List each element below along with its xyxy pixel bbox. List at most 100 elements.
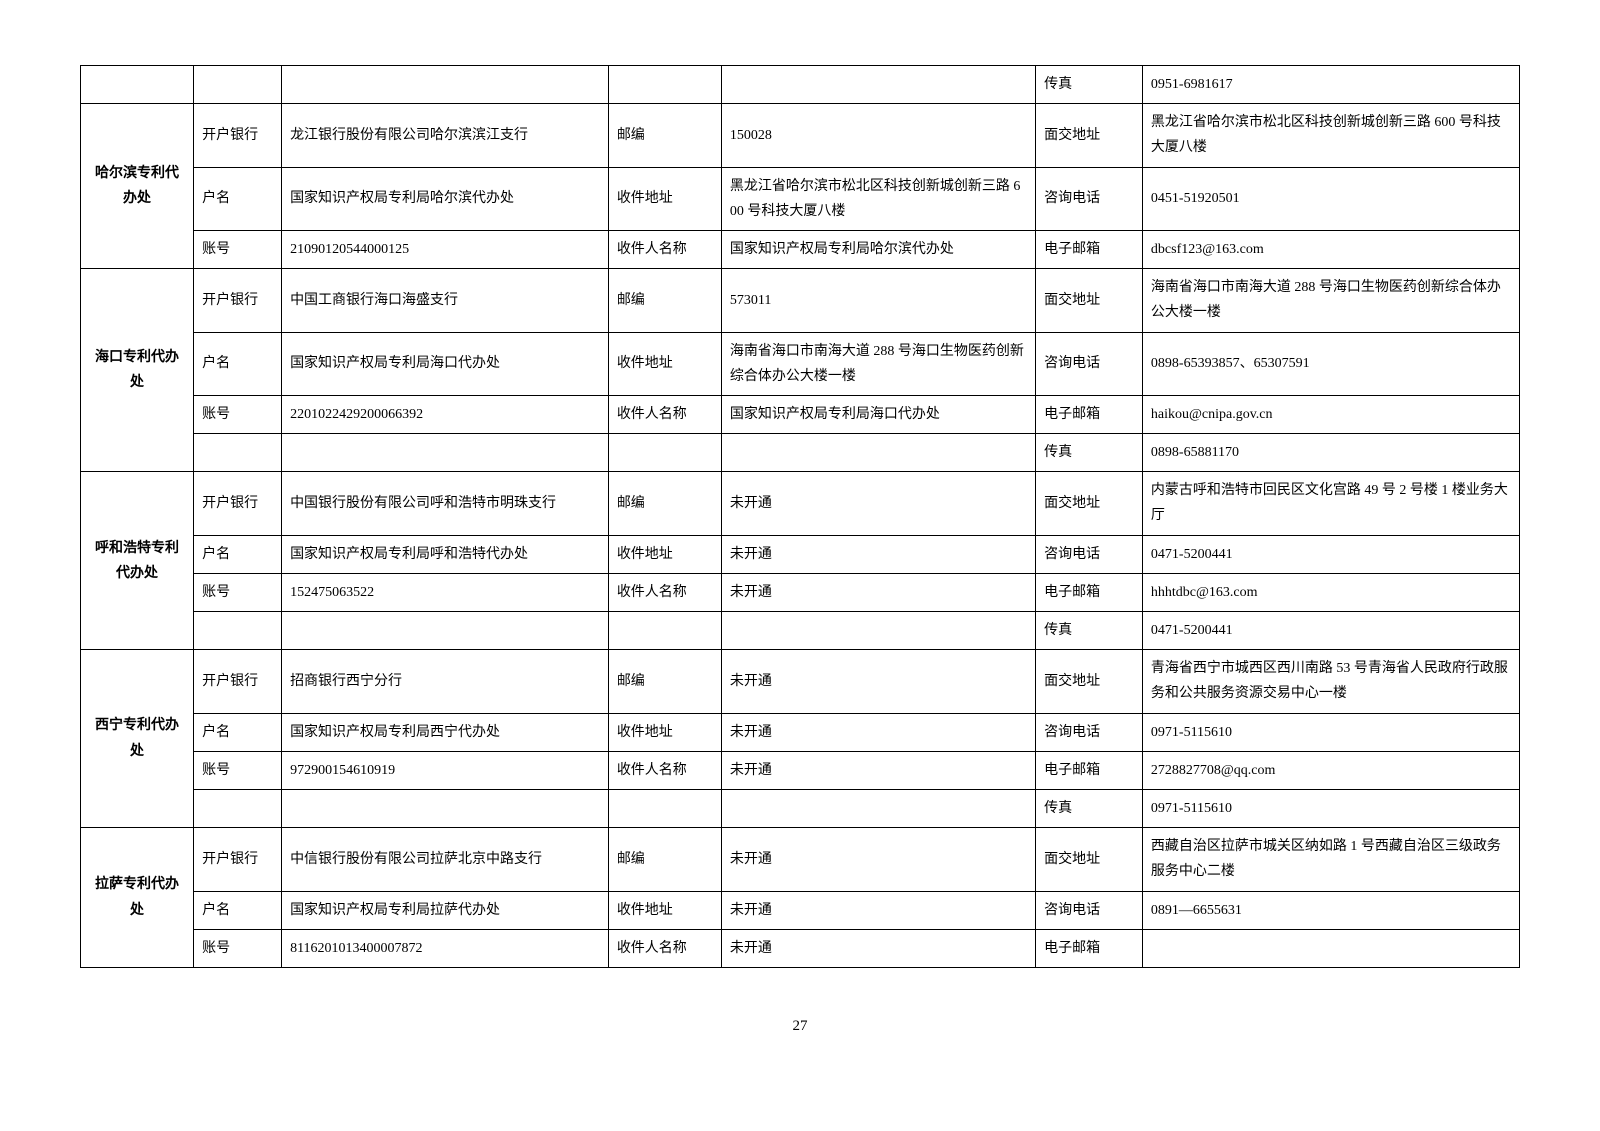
email-value: haikou@cnipa.gov.cn (1142, 395, 1519, 433)
postcode-value: 未开通 (721, 828, 1035, 891)
email-label: 电子邮箱 (1036, 751, 1143, 789)
acct-name-value: 国家知识产权局专利局海口代办处 (282, 332, 609, 395)
table-row: 拉萨专利代办处 开户银行 中信银行股份有限公司拉萨北京中路支行 邮编 未开通 面… (81, 828, 1520, 891)
empty-cell (721, 789, 1035, 827)
phone-label: 咨询电话 (1036, 891, 1143, 929)
phone-value: 0891—6655631 (1142, 891, 1519, 929)
empty-cell (721, 612, 1035, 650)
visit-addr-label: 面交地址 (1036, 828, 1143, 891)
acct-name-value: 国家知识产权局专利局西宁代办处 (282, 713, 609, 751)
acct-no-label: 账号 (194, 230, 282, 268)
acct-no-label: 账号 (194, 573, 282, 611)
office-name: 西宁专利代办处 (81, 650, 194, 828)
recipient-label: 收件人名称 (608, 573, 721, 611)
visit-addr-label: 面交地址 (1036, 650, 1143, 713)
empty-cell (608, 789, 721, 827)
bank-label: 开户银行 (194, 828, 282, 891)
phone-label: 咨询电话 (1036, 332, 1143, 395)
postcode-value: 150028 (721, 104, 1035, 167)
empty-cell (608, 434, 721, 472)
mail-addr-label: 收件地址 (608, 713, 721, 751)
visit-addr-value: 黑龙江省哈尔滨市松北区科技创新城创新三路 600 号科技大厦八楼 (1142, 104, 1519, 167)
table-row: 账号 2201022429200066392 收件人名称 国家知识产权局专利局海… (81, 395, 1520, 433)
recipient-label: 收件人名称 (608, 751, 721, 789)
office-name: 拉萨专利代办处 (81, 828, 194, 968)
email-value: dbcsf123@163.com (1142, 230, 1519, 268)
visit-addr-label: 面交地址 (1036, 104, 1143, 167)
empty-cell (721, 434, 1035, 472)
fax-label: 传真 (1036, 66, 1143, 104)
postcode-value: 未开通 (721, 650, 1035, 713)
empty-cell (608, 612, 721, 650)
fax-value: 0471-5200441 (1142, 612, 1519, 650)
mail-addr-value: 黑龙江省哈尔滨市松北区科技创新城创新三路 600 号科技大厦八楼 (721, 167, 1035, 230)
empty-cell (282, 612, 609, 650)
table-row: 户名 国家知识产权局专利局海口代办处 收件地址 海南省海口市南海大道 288 号… (81, 332, 1520, 395)
bank-label: 开户银行 (194, 104, 282, 167)
bank-value: 招商银行西宁分行 (282, 650, 609, 713)
table-row: 户名 国家知识产权局专利局哈尔滨代办处 收件地址 黑龙江省哈尔滨市松北区科技创新… (81, 167, 1520, 230)
office-name: 哈尔滨专利代办处 (81, 104, 194, 269)
bank-value: 中国银行股份有限公司呼和浩特市明珠支行 (282, 472, 609, 535)
phone-value: 0471-5200441 (1142, 535, 1519, 573)
email-label: 电子邮箱 (1036, 395, 1143, 433)
acct-no-value: 2201022429200066392 (282, 395, 609, 433)
acct-name-value: 国家知识产权局专利局哈尔滨代办处 (282, 167, 609, 230)
mail-addr-value: 未开通 (721, 535, 1035, 573)
empty-cell (194, 434, 282, 472)
bank-value: 中信银行股份有限公司拉萨北京中路支行 (282, 828, 609, 891)
mail-addr-value: 海南省海口市南海大道 288 号海口生物医药创新综合体办公大楼一楼 (721, 332, 1035, 395)
postcode-value: 未开通 (721, 472, 1035, 535)
phone-label: 咨询电话 (1036, 167, 1143, 230)
postcode-label: 邮编 (608, 472, 721, 535)
page-number: 27 (80, 1018, 1520, 1035)
fax-label: 传真 (1036, 612, 1143, 650)
bank-label: 开户银行 (194, 650, 282, 713)
postcode-label: 邮编 (608, 269, 721, 332)
acct-name-label: 户名 (194, 891, 282, 929)
phone-value: 0451-51920501 (1142, 167, 1519, 230)
table-row: 传真 0898-65881170 (81, 434, 1520, 472)
empty-cell (194, 789, 282, 827)
fax-label: 传真 (1036, 434, 1143, 472)
empty-cell (194, 612, 282, 650)
prev-office-cell (81, 66, 194, 104)
acct-name-value: 国家知识产权局专利局呼和浩特代办处 (282, 535, 609, 573)
acct-no-value: 152475063522 (282, 573, 609, 611)
phone-value: 0898-65393857、65307591 (1142, 332, 1519, 395)
email-value (1142, 929, 1519, 967)
mail-addr-label: 收件地址 (608, 332, 721, 395)
fax-label: 传真 (1036, 789, 1143, 827)
document-page: 传真 0951-6981617 哈尔滨专利代办处 开户银行 龙江银行股份有限公司… (0, 0, 1600, 1075)
table-row: 西宁专利代办处 开户银行 招商银行西宁分行 邮编 未开通 面交地址 青海省西宁市… (81, 650, 1520, 713)
email-label: 电子邮箱 (1036, 573, 1143, 611)
acct-no-value: 8116201013400007872 (282, 929, 609, 967)
table-row: 哈尔滨专利代办处 开户银行 龙江银行股份有限公司哈尔滨滨江支行 邮编 15002… (81, 104, 1520, 167)
acct-no-value: 972900154610919 (282, 751, 609, 789)
acct-no-value: 21090120544000125 (282, 230, 609, 268)
phone-label: 咨询电话 (1036, 535, 1143, 573)
visit-addr-value: 海南省海口市南海大道 288 号海口生物医药创新综合体办公大楼一楼 (1142, 269, 1519, 332)
empty-cell (282, 789, 609, 827)
empty-cell (608, 66, 721, 104)
office-name: 呼和浩特专利代办处 (81, 472, 194, 650)
mail-addr-label: 收件地址 (608, 167, 721, 230)
office-name: 海口专利代办处 (81, 269, 194, 472)
table-row: 账号 972900154610919 收件人名称 未开通 电子邮箱 272882… (81, 751, 1520, 789)
phone-label: 咨询电话 (1036, 713, 1143, 751)
fax-value: 0898-65881170 (1142, 434, 1519, 472)
visit-addr-value: 内蒙古呼和浩特市回民区文化宫路 49 号 2 号楼 1 楼业务大厅 (1142, 472, 1519, 535)
empty-cell (282, 434, 609, 472)
visit-addr-value: 青海省西宁市城西区西川南路 53 号青海省人民政府行政服务和公共服务资源交易中心… (1142, 650, 1519, 713)
acct-no-label: 账号 (194, 929, 282, 967)
bank-label: 开户银行 (194, 269, 282, 332)
bank-label: 开户银行 (194, 472, 282, 535)
email-label: 电子邮箱 (1036, 929, 1143, 967)
acct-no-label: 账号 (194, 395, 282, 433)
table-row: 传真 0971-5115610 (81, 789, 1520, 827)
email-value: 2728827708@qq.com (1142, 751, 1519, 789)
bank-value: 龙江银行股份有限公司哈尔滨滨江支行 (282, 104, 609, 167)
email-value: hhhtdbc@163.com (1142, 573, 1519, 611)
phone-value: 0971-5115610 (1142, 713, 1519, 751)
email-label: 电子邮箱 (1036, 230, 1143, 268)
